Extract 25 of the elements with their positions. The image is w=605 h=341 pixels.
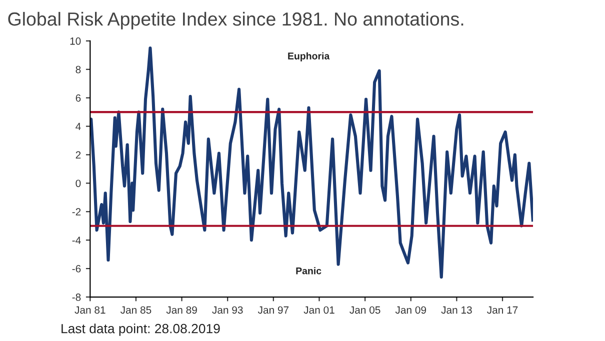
x-tick-label: Jan 17 <box>487 306 518 314</box>
x-tick-label: Jan 89 <box>166 306 197 314</box>
y-tick-label: 0 <box>76 180 81 188</box>
y-tick-label: -6 <box>72 265 81 272</box>
text: Last data point: 28.08.2019 <box>62 324 220 336</box>
y-tick-label: -2 <box>72 208 81 216</box>
annotation: Panic <box>296 267 322 274</box>
chart-title: Global Risk Appetite Index since 1981. No annotations. <box>8 12 464 30</box>
y-tick-label: 6 <box>76 94 81 102</box>
y-tick-label: 8 <box>76 66 81 74</box>
x-tick-label: Jan 13 <box>441 306 472 314</box>
y-tick-label: 4 <box>76 122 81 130</box>
line-series <box>90 46 534 279</box>
x-tick-label: Jan 97 <box>258 306 289 314</box>
x-tick-label: Jan 93 <box>212 306 243 314</box>
x-tick-label: Jan 81 <box>74 306 106 314</box>
y-tick-label: 2 <box>76 151 81 159</box>
y-tick-label: -4 <box>72 236 81 244</box>
annotation: Euphoria <box>288 52 330 62</box>
x-tick-label: Jan 85 <box>120 306 152 314</box>
x-tick-label: Jan 05 <box>350 306 380 314</box>
x-tick-label: Jan 01 <box>304 306 334 314</box>
y-tick-label: 10 <box>70 37 81 45</box>
x-tick-label: Jan 09 <box>395 306 426 314</box>
y-tick-label: -8 <box>72 294 81 301</box>
